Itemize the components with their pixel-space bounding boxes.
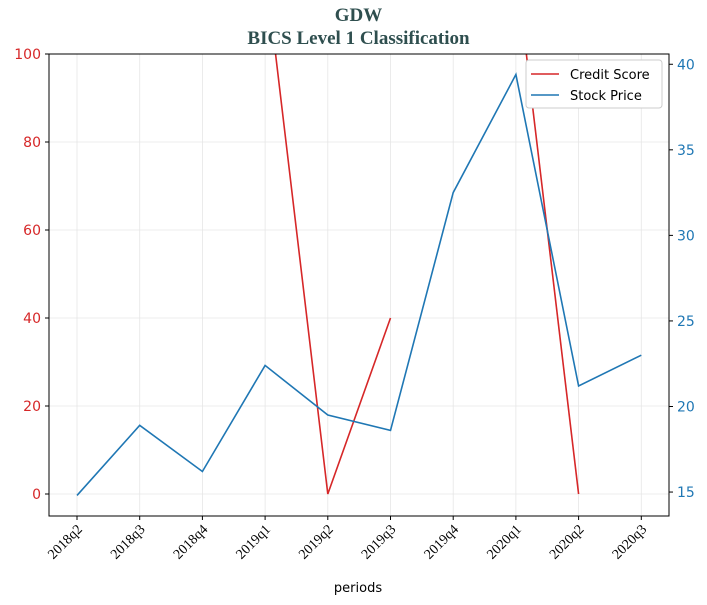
left-tick-label: 100 [14, 47, 41, 63]
legend-label: Credit Score [570, 68, 650, 83]
x-tick-label: 2019q1 [234, 522, 274, 562]
chart-title: GDW [334, 5, 383, 26]
left-tick-label: 0 [32, 487, 41, 503]
left-tick-label: 60 [23, 223, 41, 239]
x-tick-label: 2018q2 [46, 522, 86, 562]
x-tick-label: 2020q3 [610, 522, 650, 562]
left-tick-label: 80 [23, 135, 41, 151]
plot-frame [48, 53, 670, 517]
right-tick-label: 20 [677, 399, 695, 415]
x-tick-label: 2020q2 [547, 522, 587, 562]
x-tick-label: 2020q1 [484, 522, 524, 562]
left-tick-label: 40 [23, 311, 41, 327]
right-tick-label: 35 [677, 143, 695, 159]
x-axis-label: periods [334, 581, 382, 596]
legend: Credit Score Stock Price [525, 59, 663, 109]
series-lines [76, 54, 642, 496]
x-tick-label: 2019q3 [359, 522, 399, 562]
grid [49, 53, 669, 516]
left-tick-label: 20 [23, 399, 41, 415]
legend-label: Stock Price [570, 89, 642, 104]
chart-subtitle: BICS Level 1 Classification [247, 28, 470, 49]
x-tick-label: 2019q2 [296, 522, 336, 562]
right-tick-label: 40 [677, 57, 695, 73]
axes: 0 20 40 60 80 100 15 20 25 30 35 40 2018q2 2018q3 2018… [14, 47, 695, 563]
legend-box [525, 59, 663, 109]
x-tick-label: 2019q4 [422, 522, 462, 562]
right-tick-label: 15 [677, 485, 695, 501]
series-line-credit-score [274, 54, 392, 495]
right-tick-label: 25 [677, 314, 695, 330]
x-tick-label: 2018q3 [108, 522, 148, 562]
right-tick-label: 30 [677, 228, 695, 244]
x-tick-label: 2018q4 [171, 522, 211, 562]
series-line-stock-price [76, 72, 642, 496]
